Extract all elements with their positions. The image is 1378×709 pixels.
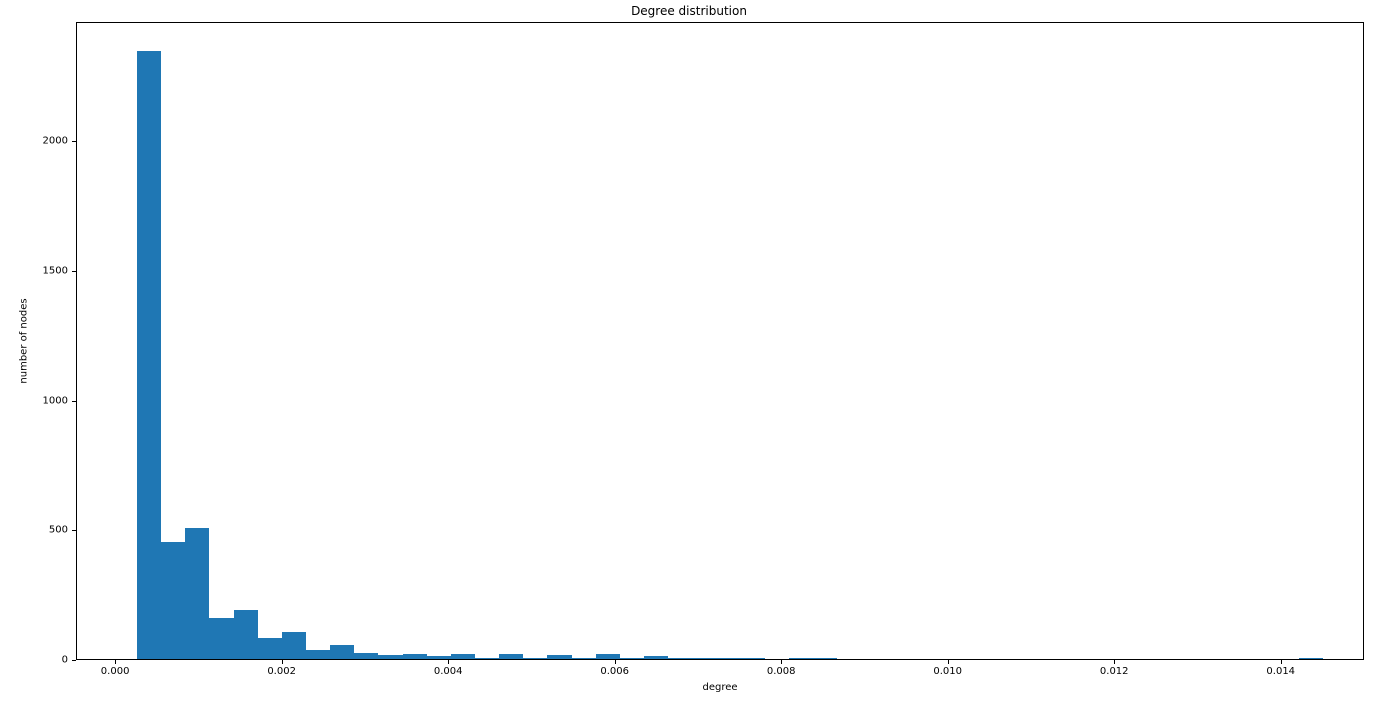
x-tick-label: 0.004 — [434, 666, 463, 677]
histogram-bar — [692, 658, 716, 659]
histogram-bar — [596, 654, 620, 659]
x-tick-mark — [1114, 660, 1115, 664]
x-tick-label: 0.014 — [1266, 666, 1295, 677]
y-tick-label: 500 — [49, 525, 68, 536]
chart-title: Degree distribution — [0, 4, 1378, 18]
x-tick-mark — [282, 660, 283, 664]
x-tick-mark — [615, 660, 616, 664]
histogram-bar — [403, 654, 427, 659]
y-tick-mark — [72, 530, 76, 531]
y-tick-label: 1000 — [43, 395, 68, 406]
y-tick-mark — [72, 660, 76, 661]
x-tick-label: 0.008 — [767, 666, 796, 677]
histogram-bar — [741, 658, 765, 659]
histogram-bar — [354, 653, 378, 659]
histogram-bar — [451, 654, 475, 659]
x-tick-mark — [448, 660, 449, 664]
y-tick-mark — [72, 401, 76, 402]
histogram-bar — [620, 658, 644, 659]
x-tick-label: 0.012 — [1100, 666, 1129, 677]
x-tick-label: 0.000 — [101, 666, 130, 677]
y-tick-mark — [72, 141, 76, 142]
histogram-bar — [306, 650, 330, 659]
histogram-bar — [185, 528, 209, 659]
x-axis-label: degree — [702, 682, 737, 693]
x-tick-label: 0.010 — [933, 666, 962, 677]
histogram-bar — [1299, 658, 1323, 659]
histogram-bar — [547, 655, 571, 659]
histogram-bar — [499, 654, 523, 659]
histogram-bar — [475, 658, 499, 659]
y-tick-label: 0 — [62, 655, 68, 666]
histogram-bar — [258, 638, 282, 659]
x-tick-label: 0.006 — [600, 666, 629, 677]
histogram-bar — [330, 645, 354, 659]
histogram-bar — [282, 632, 306, 659]
x-tick-mark — [781, 660, 782, 664]
y-tick-mark — [72, 271, 76, 272]
histogram-bar — [161, 542, 185, 659]
histogram-bar — [716, 658, 740, 659]
histogram-bar — [523, 658, 547, 659]
figure: Degree distribution degree number of nod… — [0, 0, 1378, 709]
x-tick-mark — [115, 660, 116, 664]
histogram-bar — [813, 658, 837, 659]
y-axis-label: number of nodes — [19, 298, 30, 383]
histogram-bar — [644, 656, 668, 659]
x-tick-mark — [948, 660, 949, 664]
histogram-bar — [378, 655, 402, 659]
histogram-bar — [209, 618, 233, 659]
histogram-bar — [427, 656, 451, 659]
chart-axes — [76, 22, 1364, 660]
histogram-bar — [234, 610, 258, 659]
x-tick-mark — [1281, 660, 1282, 664]
y-tick-label: 2000 — [43, 136, 68, 147]
histogram-bar — [572, 658, 596, 659]
histogram-bar — [668, 658, 692, 659]
y-tick-label: 1500 — [43, 265, 68, 276]
x-tick-label: 0.002 — [267, 666, 296, 677]
histogram-bar — [137, 51, 161, 659]
histogram-bar — [789, 658, 813, 659]
